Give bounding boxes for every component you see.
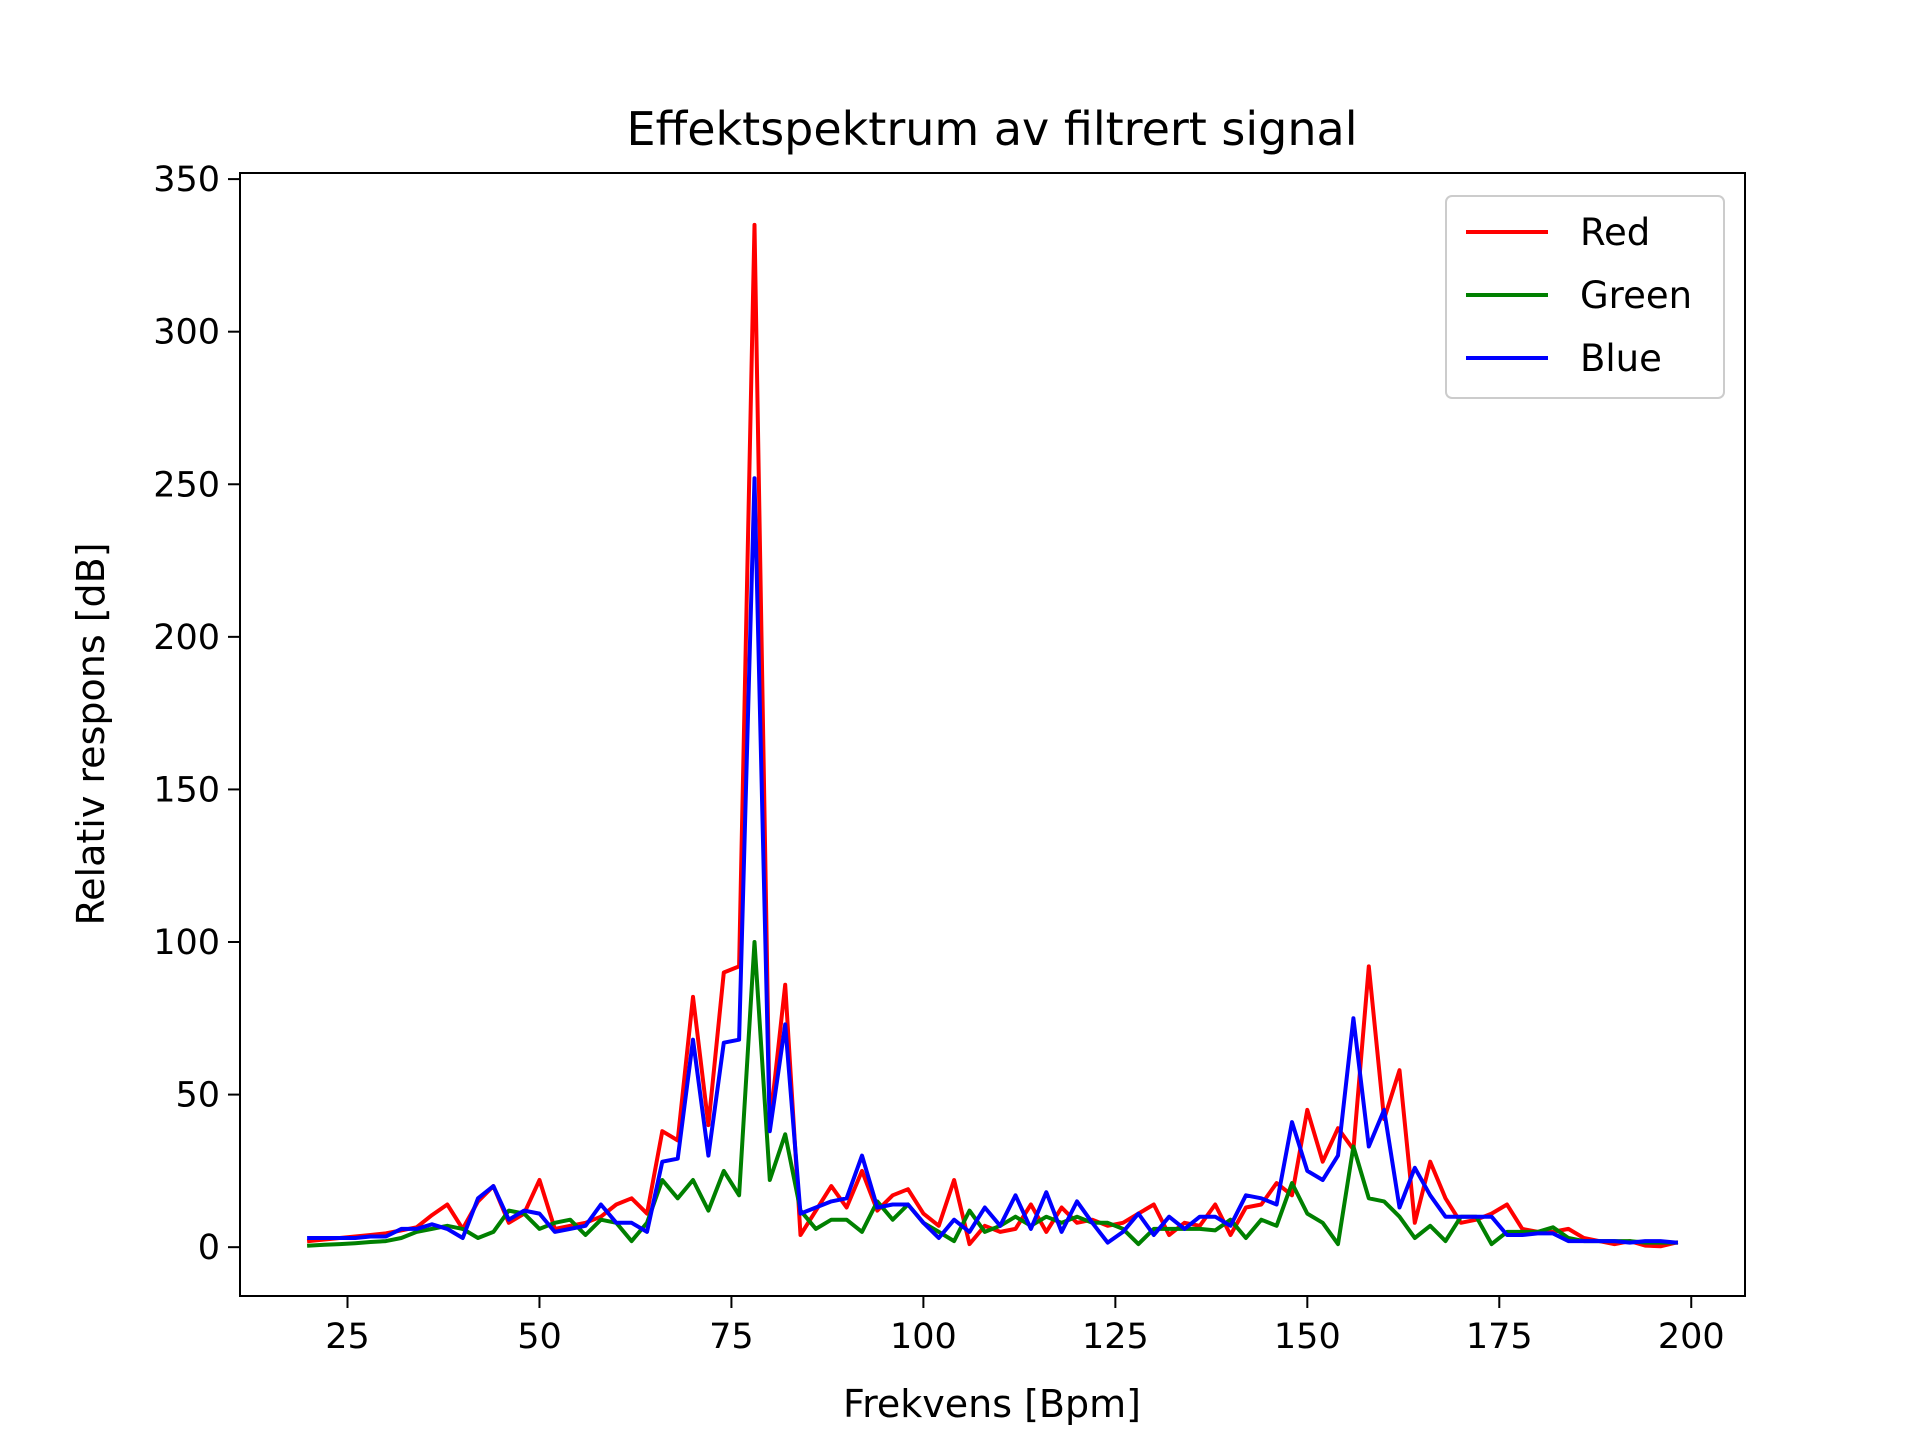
series-layer: [306, 222, 1679, 1249]
y-tick-label: 100: [153, 923, 220, 963]
x-tick-label: 100: [890, 1317, 957, 1357]
y-axis-ticks: 0 50 100 150 200 250 300 350: [153, 160, 240, 1268]
x-axis-ticks: 25 50 75 100 125 150 175 200: [325, 1296, 1725, 1357]
x-tick-label: 125: [1082, 1317, 1149, 1357]
x-tick-label: 75: [709, 1317, 754, 1357]
y-tick-label: 350: [153, 160, 220, 200]
x-tick-label: 50: [517, 1317, 562, 1357]
chart-title: Effektspektrum av filtrert signal: [626, 102, 1357, 156]
x-tick-label: 175: [1466, 1317, 1533, 1357]
x-tick-label: 200: [1658, 1317, 1725, 1357]
legend: Red Green Blue: [1445, 195, 1725, 399]
legend-entries: Red Green Blue: [1466, 211, 1692, 380]
legend-label-green: Green: [1580, 274, 1692, 317]
series-line-blue: [307, 476, 1679, 1245]
y-tick-label: 250: [153, 465, 220, 505]
y-tick-label: 150: [153, 770, 220, 810]
y-tick-label: 300: [153, 313, 220, 353]
legend-label-red: Red: [1580, 211, 1650, 254]
y-axis-label: Relativ respons [dB]: [69, 542, 113, 925]
legend-box: [1445, 195, 1725, 399]
legend-label-blue: Blue: [1580, 337, 1662, 380]
y-tick-label: 0: [198, 1228, 220, 1268]
y-tick-label: 50: [175, 1076, 220, 1116]
series-line-green: [306, 940, 1678, 1248]
x-axis-label: Frekvens [Bpm]: [843, 1382, 1141, 1426]
plot-frame: [239, 172, 1746, 1297]
y-tick-label: 200: [153, 618, 220, 658]
x-tick-label: 150: [1274, 1317, 1341, 1357]
x-tick-label: 25: [325, 1317, 370, 1357]
